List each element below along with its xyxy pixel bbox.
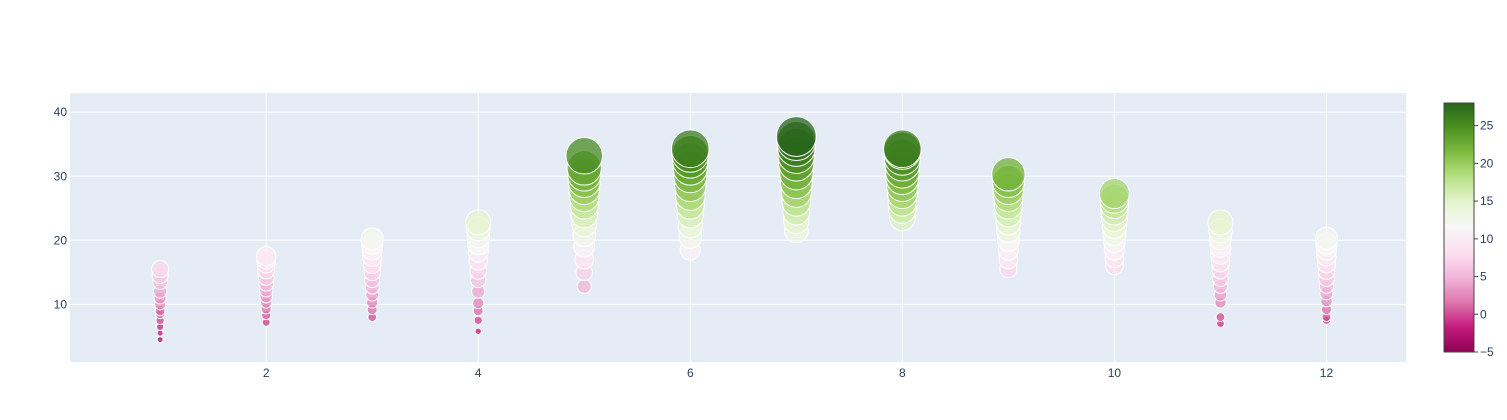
colorbar-tick-label: 5 xyxy=(1480,270,1487,284)
bubble-point xyxy=(256,246,277,267)
bubble-point xyxy=(1098,178,1130,210)
colorbar-tick-label: 20 xyxy=(1480,156,1494,170)
y-tick-label: 20 xyxy=(54,233,68,247)
colorbar-bar xyxy=(1443,102,1475,353)
colorbar-tick-label: 0 xyxy=(1480,307,1487,321)
bubble-point xyxy=(474,327,482,335)
colorbar-tick-label: 25 xyxy=(1480,119,1494,133)
bubble-point xyxy=(576,278,592,294)
colorbar-tick-label: −5 xyxy=(1480,345,1494,359)
bubble-point xyxy=(360,227,384,251)
bubble-point xyxy=(775,116,817,157)
bubble-point xyxy=(670,129,710,169)
bubble-point xyxy=(156,329,164,337)
y-tick-label: 30 xyxy=(54,169,68,183)
colorbar-tick-label: 15 xyxy=(1480,194,1494,208)
bubble-point xyxy=(1215,312,1226,323)
bubble-point xyxy=(882,129,922,169)
bubble-point xyxy=(472,296,485,310)
bubble-point xyxy=(991,157,1026,192)
bubble-point xyxy=(565,137,604,175)
data-points xyxy=(151,116,1339,344)
x-tick-label: 10 xyxy=(1108,366,1122,380)
bubble-point xyxy=(151,260,170,279)
bubble-point xyxy=(1314,226,1339,251)
x-tick-label: 6 xyxy=(687,366,694,380)
bubble-point xyxy=(1207,209,1234,236)
plot-background xyxy=(70,93,1406,362)
y-tick-label: 40 xyxy=(54,105,68,119)
bubble-point xyxy=(473,315,483,325)
y-axis-ticks: 10 20 30 40 xyxy=(54,105,68,311)
x-tick-label: 2 xyxy=(263,366,270,380)
colorbar-tick-label: 10 xyxy=(1480,232,1494,246)
colorbar-ticks: −5 0 5 10 15 20 25 xyxy=(1474,119,1494,359)
colorbar: −5 0 5 10 15 20 25 xyxy=(1443,102,1494,359)
y-tick-label: 10 xyxy=(54,297,68,311)
x-tick-label: 4 xyxy=(475,366,482,380)
x-axis-ticks: 2 4 6 8 10 12 xyxy=(263,366,1334,380)
x-tick-label: 8 xyxy=(899,366,906,380)
x-tick-label: 12 xyxy=(1320,366,1334,380)
bubble-point xyxy=(156,336,164,344)
bubble-point xyxy=(465,209,492,236)
